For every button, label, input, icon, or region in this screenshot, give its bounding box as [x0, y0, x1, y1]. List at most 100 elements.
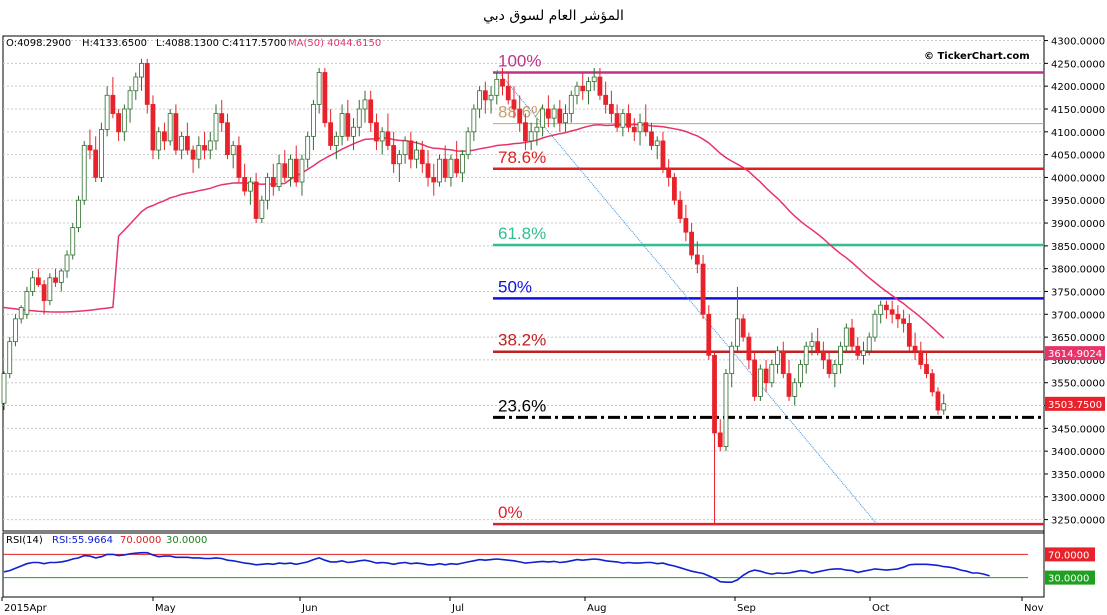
candle-up [339, 104, 345, 146]
candle-down [454, 140, 460, 178]
candle-up [379, 127, 385, 155]
candle-body [150, 104, 156, 151]
candle-body [41, 284, 47, 302]
y-tick-label: 4250.0000 [1051, 59, 1105, 70]
y-tick-label: 4050.0000 [1051, 151, 1105, 162]
candle-up [723, 369, 729, 452]
candle-body [173, 113, 179, 151]
candle-body [528, 131, 534, 142]
candle-body [918, 350, 924, 365]
candle-down [190, 145, 196, 173]
candle-up [133, 72, 139, 100]
axes: 3250.0000 3300.0000 3350.0000 3400.0000 3450… [1, 37, 1105, 614]
candle-body [580, 85, 586, 92]
candle-up [459, 150, 465, 182]
candle-body [849, 327, 855, 347]
candle-body [689, 231, 694, 256]
candle-down [557, 99, 563, 132]
candle-body [929, 373, 935, 393]
candle-body [752, 359, 758, 397]
x-tick-label: Jul [451, 603, 464, 614]
candle-down [184, 122, 190, 155]
candle-body [757, 368, 763, 397]
candle-up [288, 154, 293, 187]
candle-body [93, 149, 99, 178]
candle-body [775, 350, 780, 365]
candle-body [901, 318, 907, 324]
candle-down [889, 300, 895, 324]
candle-down [906, 314, 912, 351]
candle-body [540, 108, 546, 128]
candle-up [213, 104, 219, 151]
candle-down [368, 90, 374, 132]
candle-body [379, 131, 385, 142]
x-tick-label: Oct [872, 603, 889, 614]
y-tick-label: 4000.0000 [1051, 173, 1105, 184]
candle-body [649, 131, 654, 146]
candle-body [448, 158, 454, 178]
candle-body [568, 94, 574, 114]
fib-label: 100% [498, 51, 541, 70]
candle-up [769, 359, 775, 388]
candle-body [58, 270, 64, 283]
candle-body [746, 336, 752, 361]
candle-body [213, 113, 219, 142]
candle-body [924, 364, 929, 375]
candle-body [861, 350, 866, 356]
candle-up [494, 72, 500, 105]
x-tick-label: 2015Apr [4, 603, 48, 614]
candle-body [523, 122, 528, 142]
candle-down [712, 350, 717, 525]
candle-down [345, 99, 351, 141]
candle-body [574, 85, 580, 96]
ohlc-high: H:4133.6500 [82, 38, 147, 49]
candle-body [116, 113, 121, 133]
candle-down [41, 280, 47, 315]
candle-body [545, 108, 551, 119]
candle-up [861, 341, 866, 365]
candle-body [35, 277, 41, 286]
candle-body [316, 72, 322, 105]
candle-body [253, 181, 259, 219]
candle-body [242, 177, 248, 192]
rsi-name: RSI(14) [6, 535, 43, 546]
candle-down [884, 300, 889, 319]
candle-body [247, 181, 253, 192]
y-tick-label: 3300.0000 [1051, 493, 1105, 504]
candle-down [649, 122, 654, 151]
candle-up [878, 300, 884, 324]
fib-label: 0% [498, 503, 523, 522]
candle-down [425, 150, 431, 187]
y-tick-label: 4100.0000 [1051, 128, 1105, 139]
rsi-upper-readout: 70.0000 [120, 535, 161, 546]
candle-down [626, 104, 631, 132]
candle-body [167, 113, 173, 142]
candle-body [70, 227, 76, 256]
candle-down [717, 419, 723, 452]
candle-body [282, 163, 288, 178]
candle-up [437, 154, 442, 187]
candle-down [523, 113, 528, 151]
candle-up [551, 104, 557, 128]
candle-up [30, 270, 36, 297]
candle-up [586, 77, 591, 105]
rsi-lower-readout: 30.0000 [166, 535, 207, 546]
candle-up [333, 131, 339, 160]
candle-body [368, 99, 374, 124]
candle-up [311, 99, 316, 151]
candle-up [299, 154, 305, 196]
candle-up [574, 81, 580, 105]
candle-body [328, 122, 334, 146]
ohlc-low: L:4088.1300 [156, 38, 219, 49]
candle-body [202, 145, 207, 151]
candle-down [93, 136, 99, 182]
fib-label: 50% [498, 277, 532, 296]
fib-label: 78.6% [498, 148, 546, 167]
candle-down [786, 359, 792, 401]
candle-body [672, 177, 677, 201]
candle-up [259, 195, 265, 224]
candle-up [654, 136, 660, 160]
candle-body [7, 341, 13, 375]
watermark: © TickerChart.com [924, 51, 1030, 62]
candle-body [402, 140, 408, 156]
